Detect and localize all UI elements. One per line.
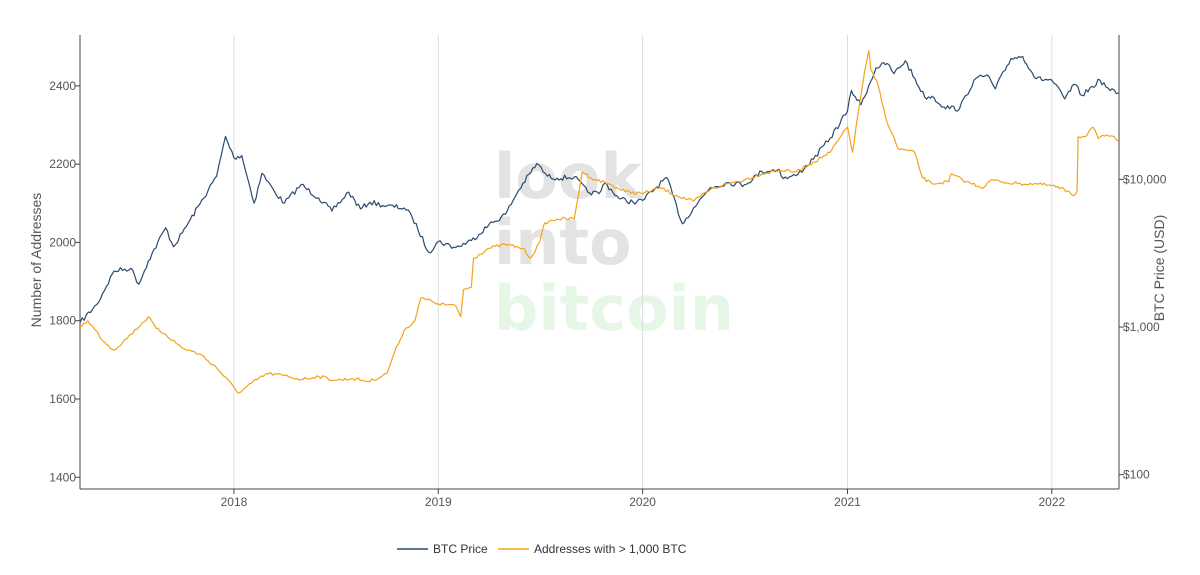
btc-price-line	[79, 55, 1119, 323]
legend-label-addresses: Addresses with > 1,000 BTC	[534, 542, 687, 556]
vertical-gridlines	[233, 35, 1053, 489]
y-tick-label: 2200	[49, 157, 76, 171]
y2-tick-label: $1,000	[1123, 320, 1160, 334]
x-tick-label: 2018	[221, 495, 248, 509]
y2-tick-labels: $100 $1,000 $10,000	[1119, 172, 1167, 482]
x-tick-label: 2019	[425, 495, 452, 509]
x-tick-label: 2021	[834, 495, 861, 509]
legend: BTC Price Addresses with > 1,000 BTC	[397, 542, 687, 556]
watermark-line-1: look	[494, 140, 643, 213]
y-axis-title: Number of Addresses	[28, 193, 44, 328]
y-tick-label: 2000	[49, 235, 76, 249]
x-tick-label: 2020	[629, 495, 656, 509]
y-tick-label: 1600	[49, 392, 76, 406]
legend-label-btc-price: BTC Price	[433, 542, 488, 556]
watermark-line-3: bitcoin	[494, 272, 734, 345]
y2-tick-label: $100	[1123, 468, 1150, 482]
y-tick-labels: 1400 1600 1800 2000 2200 2400	[49, 79, 80, 484]
addresses-line	[79, 50, 1119, 394]
y2-axis-title: BTC Price (USD)	[1151, 215, 1167, 322]
series-lines	[79, 50, 1119, 394]
watermark-logo: look into bitcoin	[494, 140, 734, 345]
axes	[79, 35, 1120, 490]
x-tick-label: 2022	[1038, 495, 1065, 509]
y-tick-label: 2400	[49, 79, 76, 93]
y-tick-label: 1400	[49, 470, 76, 484]
y-tick-label: 1800	[49, 314, 76, 328]
x-tick-labels: 2018 2019 2020 2021 2022	[221, 489, 1065, 509]
y2-tick-label: $10,000	[1123, 172, 1167, 186]
